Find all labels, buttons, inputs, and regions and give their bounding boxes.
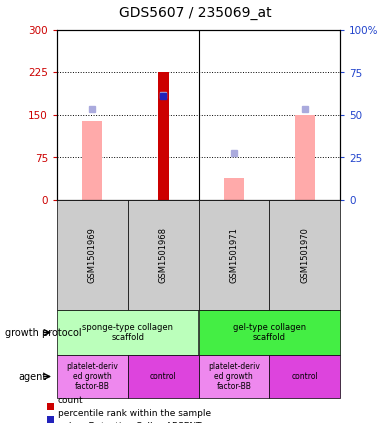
Bar (295, 115, 314, 200)
Text: gel-type collagen
scaffold: gel-type collagen scaffold (233, 323, 306, 342)
Text: GSM1501971: GSM1501971 (229, 227, 238, 283)
Text: agent: agent (18, 371, 46, 382)
Text: platelet-deriv
ed growth
factor-BB: platelet-deriv ed growth factor-BB (208, 362, 260, 391)
Text: platelet-deriv
ed growth
factor-BB: platelet-deriv ed growth factor-BB (66, 362, 118, 391)
Bar (158, 72, 168, 200)
Bar (224, 179, 244, 200)
Text: percentile rank within the sample: percentile rank within the sample (58, 409, 211, 418)
Bar (82, 121, 102, 200)
Text: GSM1501969: GSM1501969 (88, 227, 97, 283)
Text: GSM1501968: GSM1501968 (159, 227, 168, 283)
Text: GDS5607 / 235069_at: GDS5607 / 235069_at (119, 6, 271, 20)
Text: growth protocol: growth protocol (5, 327, 82, 338)
Text: GSM1501970: GSM1501970 (300, 227, 309, 283)
Text: value, Detection Call = ABSENT: value, Detection Call = ABSENT (58, 422, 202, 423)
Text: control: control (150, 372, 177, 381)
Text: count: count (58, 396, 83, 405)
Text: control: control (291, 372, 318, 381)
Text: sponge-type collagen
scaffold: sponge-type collagen scaffold (82, 323, 173, 342)
